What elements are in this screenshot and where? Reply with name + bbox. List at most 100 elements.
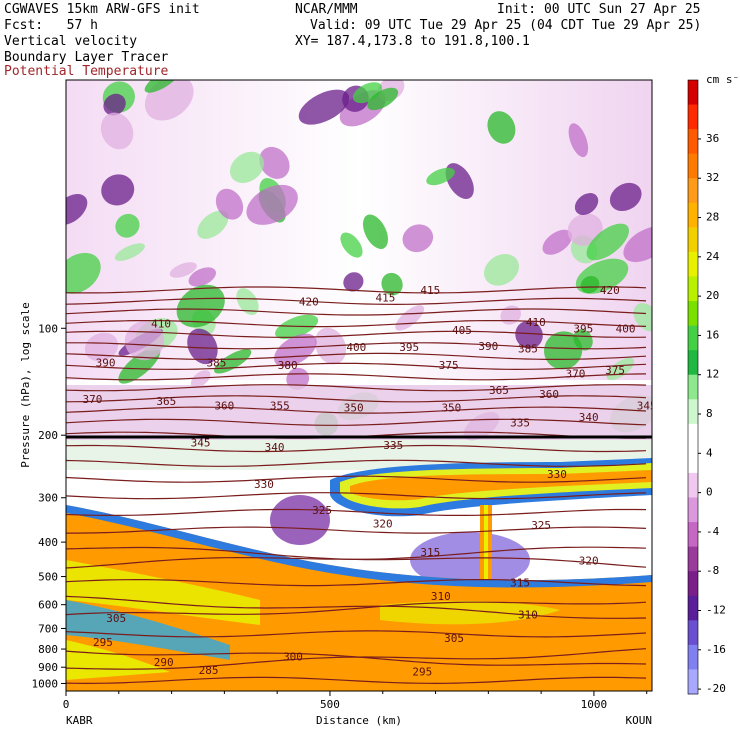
theta-contour <box>66 630 647 638</box>
y-tick-label: 800 <box>38 643 58 656</box>
theta-label: 305 <box>444 632 464 645</box>
colorbar: 36 32 28 24 20 16 12 8 4 0 -4 -8 -12 -16 -20 <box>687 79 726 695</box>
theta-label: 385 <box>518 342 538 355</box>
y-tick-label: 100 <box>38 322 58 335</box>
colorbar-label: -12 <box>706 603 726 616</box>
colorbar-label: -8 <box>706 564 719 577</box>
field-boundary-layer-tracer: Boundary Layer Tracer <box>4 50 169 65</box>
theta-label: 415 <box>375 292 395 305</box>
colorbar-swatch <box>688 104 698 130</box>
colorbar-swatch <box>688 129 698 155</box>
y-tick-label: 600 <box>38 599 58 612</box>
colorbar-label: 24 <box>706 250 720 263</box>
y-tick-label: 400 <box>38 536 58 549</box>
theta-label: 305 <box>106 612 126 625</box>
theta-label: 340 <box>579 411 599 424</box>
w-cell <box>340 232 363 258</box>
w-cell <box>484 254 519 286</box>
y-tick-label: 200 <box>38 429 58 442</box>
theta-contour <box>66 459 647 467</box>
y-tick-label: 900 <box>38 661 58 674</box>
colorbar-swatch <box>688 374 698 400</box>
theta-label: 410 <box>151 318 171 331</box>
theta-label: 315 <box>510 577 530 590</box>
colorbar-swatch <box>688 620 698 646</box>
theta-label: 370 <box>82 393 102 406</box>
endpoint-left: KABR <box>66 714 93 727</box>
w-cell <box>100 112 134 150</box>
colorbar-swatch <box>688 80 698 106</box>
theta-label: 335 <box>510 416 530 429</box>
colorbar-label: 32 <box>706 171 719 184</box>
w-cell <box>176 284 225 328</box>
w-cell <box>66 252 101 294</box>
w-cell <box>623 226 652 263</box>
theta-contour <box>66 395 647 403</box>
colorbar-swatch <box>688 595 698 621</box>
theta-label: 395 <box>573 322 593 335</box>
w-cell <box>298 89 350 125</box>
colorbar-swatch <box>688 448 698 474</box>
theta-label: 320 <box>579 554 599 567</box>
shaded-field: 420 415 415 420 410 410 395 400 405 400 395 390 385 3… <box>66 80 652 691</box>
colorbar-label: 36 <box>706 132 719 145</box>
w-cell <box>542 229 573 255</box>
theta-contour <box>66 650 647 666</box>
w-cell <box>609 182 642 212</box>
w-cell <box>169 262 197 278</box>
colorbar-swatch <box>688 276 698 302</box>
w-cell <box>101 174 135 206</box>
init-time: Init: 00 UTC Sun 27 Apr 25 <box>497 2 701 17</box>
colorbar-swatch <box>688 571 698 597</box>
colorbar-label: -16 <box>706 643 726 656</box>
theta-contour <box>66 373 647 381</box>
w-cell <box>633 303 652 332</box>
w-cell <box>236 288 259 316</box>
forecast-hour: Fcst: 57 h <box>4 18 98 33</box>
colorbar-swatch <box>688 227 698 253</box>
w-cell <box>259 146 290 179</box>
theta-label: 365 <box>156 395 176 408</box>
theta-contour <box>66 362 647 371</box>
theta-contour <box>66 579 647 587</box>
colorbar-swatch <box>688 399 698 425</box>
theta-label: 295 <box>412 665 432 678</box>
colorbar-swatch <box>688 497 698 523</box>
theta-contour <box>66 444 647 453</box>
w-cell <box>515 320 543 349</box>
theta-label: 370 <box>566 367 586 380</box>
w-cell <box>500 305 522 325</box>
theta-label: 400 <box>346 341 366 354</box>
theta-label: 330 <box>547 468 567 481</box>
colorbar-swatch <box>688 153 698 179</box>
theta-contour <box>66 342 647 350</box>
w-cell <box>197 210 229 239</box>
w-cell <box>229 151 265 184</box>
x-tick-label: 0 <box>63 698 70 711</box>
x-tick-label: 500 <box>320 698 340 711</box>
theta-contour <box>66 676 647 685</box>
plot-frame <box>65 79 653 692</box>
theta-label: 400 <box>616 322 636 335</box>
theta-label: 295 <box>93 636 113 649</box>
theta-label: 420 <box>299 295 319 308</box>
theta-contour <box>66 330 647 338</box>
field-potential-temperature: Potential Temperature <box>4 64 169 79</box>
theta-label: 325 <box>312 504 332 517</box>
w-cell <box>187 328 218 365</box>
cross-section-xy: XY= 187.4,173.8 to 191.8,100.1 <box>295 34 530 49</box>
endpoint-right: KOUN <box>626 714 653 727</box>
theta-label: 320 <box>373 518 393 531</box>
colorbar-frame <box>687 79 699 695</box>
theta-contour <box>66 526 647 534</box>
w-cell <box>568 123 589 158</box>
theta-contour <box>66 418 647 426</box>
theta-label: 395 <box>399 341 419 354</box>
theta-label: 415 <box>420 284 440 297</box>
theta-label: 355 <box>270 400 290 413</box>
x-axis-title: Distance (km) <box>316 714 402 727</box>
y-tick-label: 500 <box>38 571 58 584</box>
theta-label: 290 <box>154 656 174 669</box>
colorbar-label: 8 <box>706 407 713 420</box>
theta-label: 315 <box>420 546 440 559</box>
